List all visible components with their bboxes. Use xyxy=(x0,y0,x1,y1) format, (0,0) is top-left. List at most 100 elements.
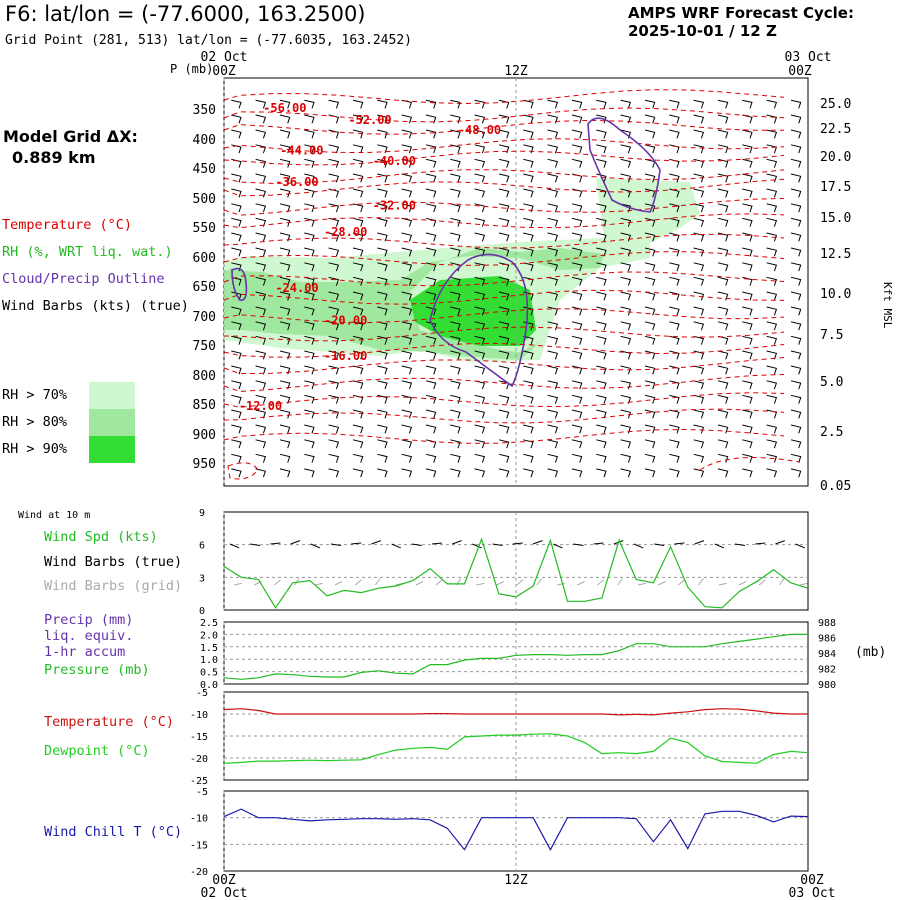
wind-barb xyxy=(425,262,437,272)
legend-rh80: RH > 80% xyxy=(2,414,68,430)
wind-barb xyxy=(766,276,778,286)
wind-barb xyxy=(450,321,461,331)
rh70-swatch xyxy=(89,382,135,409)
bottom-date-label: 03 Oct xyxy=(789,886,836,900)
wind-barb xyxy=(790,114,802,124)
legend-precip: Precip (mm) xyxy=(44,612,134,628)
wind-barb xyxy=(231,99,242,109)
wind-barb-10m xyxy=(452,540,462,545)
wind-barb xyxy=(693,99,705,109)
wind-barb xyxy=(523,453,534,463)
wind-barb xyxy=(304,468,315,478)
wind-barb xyxy=(231,144,242,154)
wind-barb xyxy=(450,365,461,375)
temp-tick-label: -5 xyxy=(196,688,208,699)
wind-barb xyxy=(450,232,461,242)
wind-barb xyxy=(328,350,340,360)
wind-barb xyxy=(328,129,340,139)
wind-barb xyxy=(328,439,340,449)
legend-wind-speed: Wind Spd (kts) xyxy=(44,529,158,545)
wind-barb xyxy=(644,144,656,154)
wind-barb xyxy=(790,365,802,375)
wind-barb xyxy=(450,276,461,286)
wind-barb xyxy=(669,203,680,213)
wind-barb xyxy=(644,394,656,404)
wind-barb xyxy=(523,99,534,109)
temperature-isotherm xyxy=(223,289,785,305)
temperature-isotherm xyxy=(223,357,785,375)
wind-barb xyxy=(693,173,705,183)
wind-barb xyxy=(717,262,729,272)
wind-barb xyxy=(620,409,632,419)
wind-barb xyxy=(352,306,364,316)
pressure-unit-label: (mb) xyxy=(855,645,886,660)
wind-barb-grid-10m xyxy=(637,582,646,586)
temperature-line xyxy=(223,708,808,716)
wind-barb xyxy=(742,439,753,449)
wind-barb xyxy=(401,439,413,449)
wind-barb xyxy=(669,453,680,463)
wind-barb xyxy=(790,129,802,139)
legend-cloud-outline: Cloud/Precip Outline xyxy=(2,271,165,287)
wind-barb xyxy=(790,335,802,345)
wind-barb xyxy=(596,247,607,257)
bottom-date-label: 02 Oct xyxy=(201,886,248,900)
wind-barb xyxy=(377,394,388,404)
wind-barb xyxy=(425,380,437,390)
pressure-tick-label: 550 xyxy=(193,221,216,236)
wind-barb xyxy=(450,439,461,449)
wind-barb xyxy=(231,468,242,478)
wind-barb xyxy=(790,247,802,257)
wind-barb xyxy=(742,232,753,242)
wind-barb xyxy=(742,424,753,434)
wind-barb xyxy=(742,453,753,463)
wind-barb xyxy=(693,380,705,390)
wind-barb xyxy=(790,306,802,316)
wind-panel xyxy=(223,511,809,611)
wind-barb xyxy=(474,468,486,478)
wind-barb xyxy=(474,99,486,109)
wind-barb-10m xyxy=(532,540,543,545)
wind-barb-grid-10m xyxy=(678,579,685,586)
cloud-outline xyxy=(587,117,661,213)
wind-barb xyxy=(450,173,461,183)
page-title: F6: lat/lon = (-77.6000, 163.2500) xyxy=(5,2,366,26)
wind-barb-10m xyxy=(512,542,523,545)
wind-barb xyxy=(352,276,364,286)
wind-barb xyxy=(352,335,364,345)
wind-barb xyxy=(231,158,242,168)
wind-barb xyxy=(717,321,729,331)
wind-barb xyxy=(717,350,729,360)
wind-barb xyxy=(352,468,364,478)
wind-barb xyxy=(231,188,242,198)
temp-dewpoint-panel xyxy=(223,691,809,781)
wind-barb xyxy=(328,276,340,286)
wind-barb xyxy=(693,144,705,154)
wind-barb xyxy=(523,365,534,375)
wind-barb-grid-10m xyxy=(758,579,766,586)
wind-barb-10m xyxy=(431,542,443,545)
wind-barb xyxy=(766,409,778,419)
wind-barb xyxy=(425,114,437,124)
legend-rh: RH (%, WRT liq. wat.) xyxy=(2,244,173,260)
wind-barb xyxy=(620,335,632,345)
wind-barb xyxy=(352,203,364,213)
wind-barb xyxy=(279,453,291,463)
temperature-isotherm xyxy=(223,150,785,166)
legend-wind-barbs-true: Wind Barbs (true) xyxy=(44,554,183,570)
wind-barb xyxy=(669,335,680,345)
wind-barb xyxy=(474,291,486,301)
wind-barb xyxy=(669,158,680,168)
wind-barb xyxy=(279,247,291,257)
wind-barb xyxy=(669,291,680,301)
temperature-isotherm xyxy=(223,178,785,197)
wind-barb-10m xyxy=(472,543,482,549)
wind-barb xyxy=(352,129,364,139)
wind-barb xyxy=(790,321,802,331)
height-tick-label: 20.0 xyxy=(820,150,851,165)
wind-barb xyxy=(498,276,510,286)
wind-barb xyxy=(620,217,632,227)
wind-barb xyxy=(279,158,291,168)
wind-barb xyxy=(523,188,534,198)
wind-barb xyxy=(231,424,242,434)
